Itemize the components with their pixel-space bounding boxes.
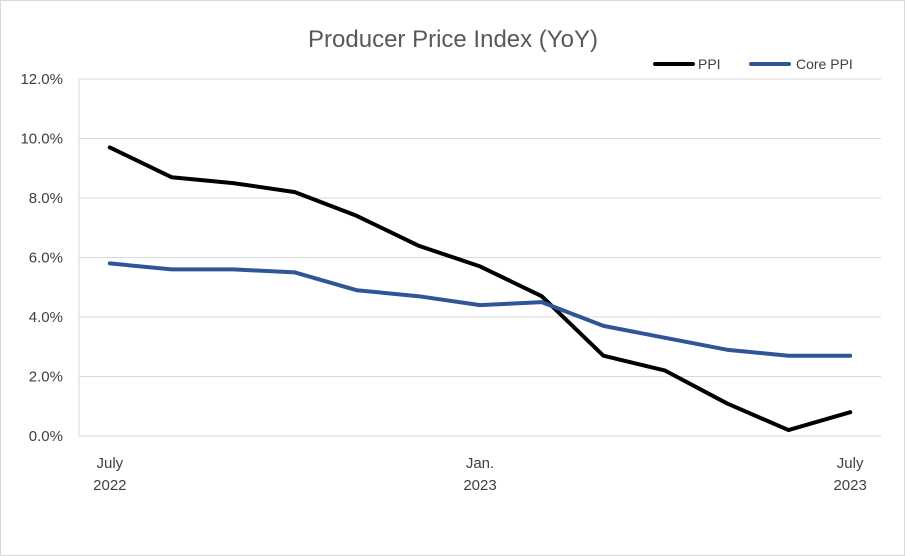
x-tick-label-month: July	[97, 455, 124, 472]
legend: PPI Core PPI	[653, 56, 853, 72]
x-tick-label-year: 2023	[463, 477, 496, 494]
y-tick-label: 4.0%	[29, 309, 63, 326]
legend-label: Core PPI	[796, 56, 853, 72]
x-tick-label-year: 2023	[833, 477, 866, 494]
y-tick-label: 2.0%	[29, 369, 63, 386]
y-tick-label: 10.0%	[20, 131, 63, 148]
x-tick-label-year: 2022	[93, 477, 126, 494]
x-tick-label-month: Jan.	[466, 455, 494, 472]
gridlines	[79, 78, 881, 377]
chart-title: Producer Price Index (YoY)	[308, 26, 598, 53]
y-tick-label: 6.0%	[29, 250, 63, 267]
legend-label: PPI	[698, 56, 721, 72]
series-line-ppi	[107, 145, 853, 433]
y-tick-label: 12.0%	[20, 71, 63, 88]
x-tick-label-month: July	[837, 455, 864, 472]
series-line-core-ppi	[107, 261, 853, 358]
y-axis-ticks: 0.0% 2.0% 4.0% 6.0% 8.0% 10.0% 12.0%	[20, 71, 63, 445]
axes	[78, 79, 881, 437]
x-axis-ticks: July 2022 Jan. 2023 July 2023	[93, 455, 867, 494]
y-tick-label: 0.0%	[29, 428, 63, 445]
series-lines	[107, 145, 853, 433]
y-tick-label: 8.0%	[29, 190, 63, 207]
